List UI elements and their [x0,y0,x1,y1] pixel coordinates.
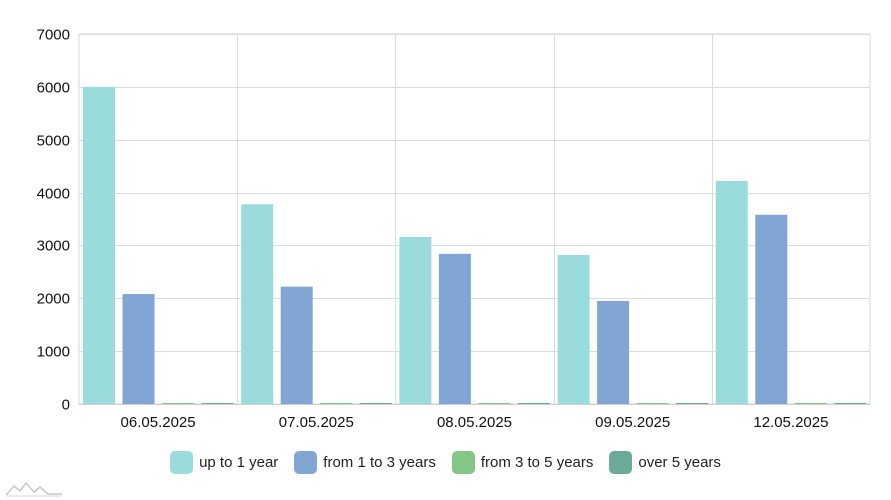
bar [478,403,511,404]
x-axis-ticks: 06.05.2025 07.05.2025 08.05.2025 09.05.2025… [121,414,829,431]
bar [557,254,590,404]
plot-frame [78,33,871,405]
bar [597,300,630,404]
bar [676,403,709,404]
bar [280,286,313,404]
x-tick-label: 12.05.2025 [753,414,828,431]
y-tick-label: 3000 [37,238,70,255]
legend-swatch [294,450,318,474]
y-axis-ticks: 0 1000 2000 3000 4000 5000 6000 7000 [37,27,70,414]
legend-item[interactable]: from 3 to 5 years [451,450,594,474]
bar [320,403,353,404]
legend-item[interactable]: from 1 to 3 years [294,450,436,474]
legend-label: over 5 years [638,453,721,471]
bars [83,86,867,404]
bar [241,204,274,404]
y-tick-label: 5000 [37,133,70,150]
legend-swatch [609,450,633,474]
x-tick-label: 09.05.2025 [595,414,670,431]
legend-swatch [451,450,475,474]
bar [636,403,669,404]
y-tick-label: 7000 [37,27,70,44]
x-tick-label: 08.05.2025 [437,414,512,431]
bar [162,403,194,404]
legend-label: from 1 to 3 years [323,453,436,471]
bar [399,236,432,404]
legend-label: up to 1 year [199,453,279,471]
bar [715,180,748,404]
legend-swatch [170,450,194,474]
bar [755,214,788,404]
y-tick-label: 4000 [37,186,70,203]
legend-label: from 3 to 5 years [480,453,594,471]
y-tick-label: 6000 [37,80,70,97]
bar [359,403,392,404]
bar [517,403,550,404]
bar [83,86,115,404]
bar [122,294,155,404]
y-tick-label: 0 [62,397,70,414]
legend-item[interactable]: over 5 years [609,450,721,474]
bar [834,403,867,404]
bar [438,253,471,404]
legend: up to 1 year from 1 to 3 years from 3 to 5… [0,447,891,477]
x-tick-label: 07.05.2025 [279,414,354,431]
x-tick-label: 06.05.2025 [121,414,196,431]
legend-item[interactable]: up to 1 year [170,450,279,474]
mountain-logo-icon [6,481,62,497]
grid-lines [78,33,871,405]
y-tick-label: 1000 [37,344,70,361]
bar [794,403,827,404]
bar-chart: 0 1000 2000 3000 4000 5000 6000 7000 06.05.2025… [37,27,871,431]
bar [201,403,234,404]
y-tick-label: 2000 [37,291,70,308]
